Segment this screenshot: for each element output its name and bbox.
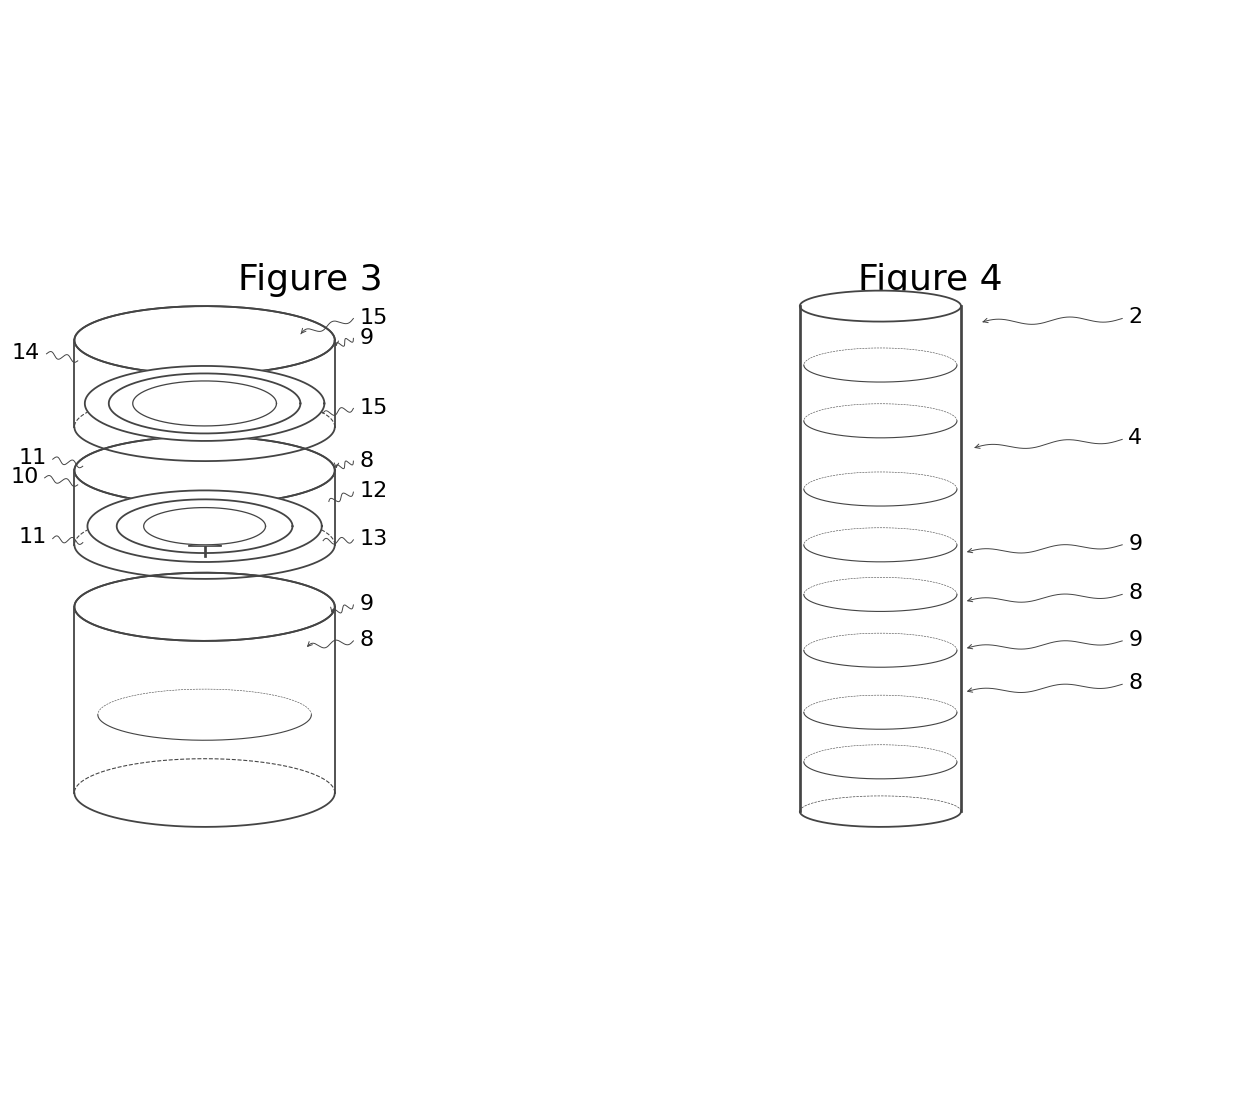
Text: 15: 15	[360, 309, 388, 328]
Text: 14: 14	[12, 343, 40, 363]
Polygon shape	[84, 366, 325, 441]
Text: 9: 9	[1128, 629, 1142, 650]
Polygon shape	[74, 436, 335, 505]
Text: 8: 8	[1128, 673, 1142, 693]
Polygon shape	[800, 291, 961, 322]
Text: 11: 11	[19, 528, 47, 548]
Polygon shape	[109, 374, 300, 433]
Polygon shape	[144, 508, 265, 544]
Text: 8: 8	[360, 451, 373, 471]
Text: 9: 9	[360, 594, 373, 614]
Polygon shape	[88, 490, 322, 562]
Text: 4: 4	[1128, 429, 1142, 449]
Text: Figure 4: Figure 4	[858, 262, 1002, 296]
Text: 12: 12	[360, 480, 388, 501]
Polygon shape	[74, 306, 335, 375]
Polygon shape	[74, 573, 335, 641]
Text: 11: 11	[19, 449, 47, 468]
Text: 8: 8	[1128, 583, 1142, 603]
Text: 13: 13	[360, 529, 388, 549]
Text: Figure 3: Figure 3	[238, 262, 382, 296]
Text: 10: 10	[10, 466, 38, 487]
Text: 9: 9	[1128, 533, 1142, 553]
Text: 8: 8	[360, 629, 373, 650]
Polygon shape	[117, 499, 293, 553]
Text: 9: 9	[360, 328, 373, 348]
Text: 15: 15	[360, 399, 388, 419]
Text: 2: 2	[1128, 307, 1142, 327]
Polygon shape	[133, 381, 277, 426]
